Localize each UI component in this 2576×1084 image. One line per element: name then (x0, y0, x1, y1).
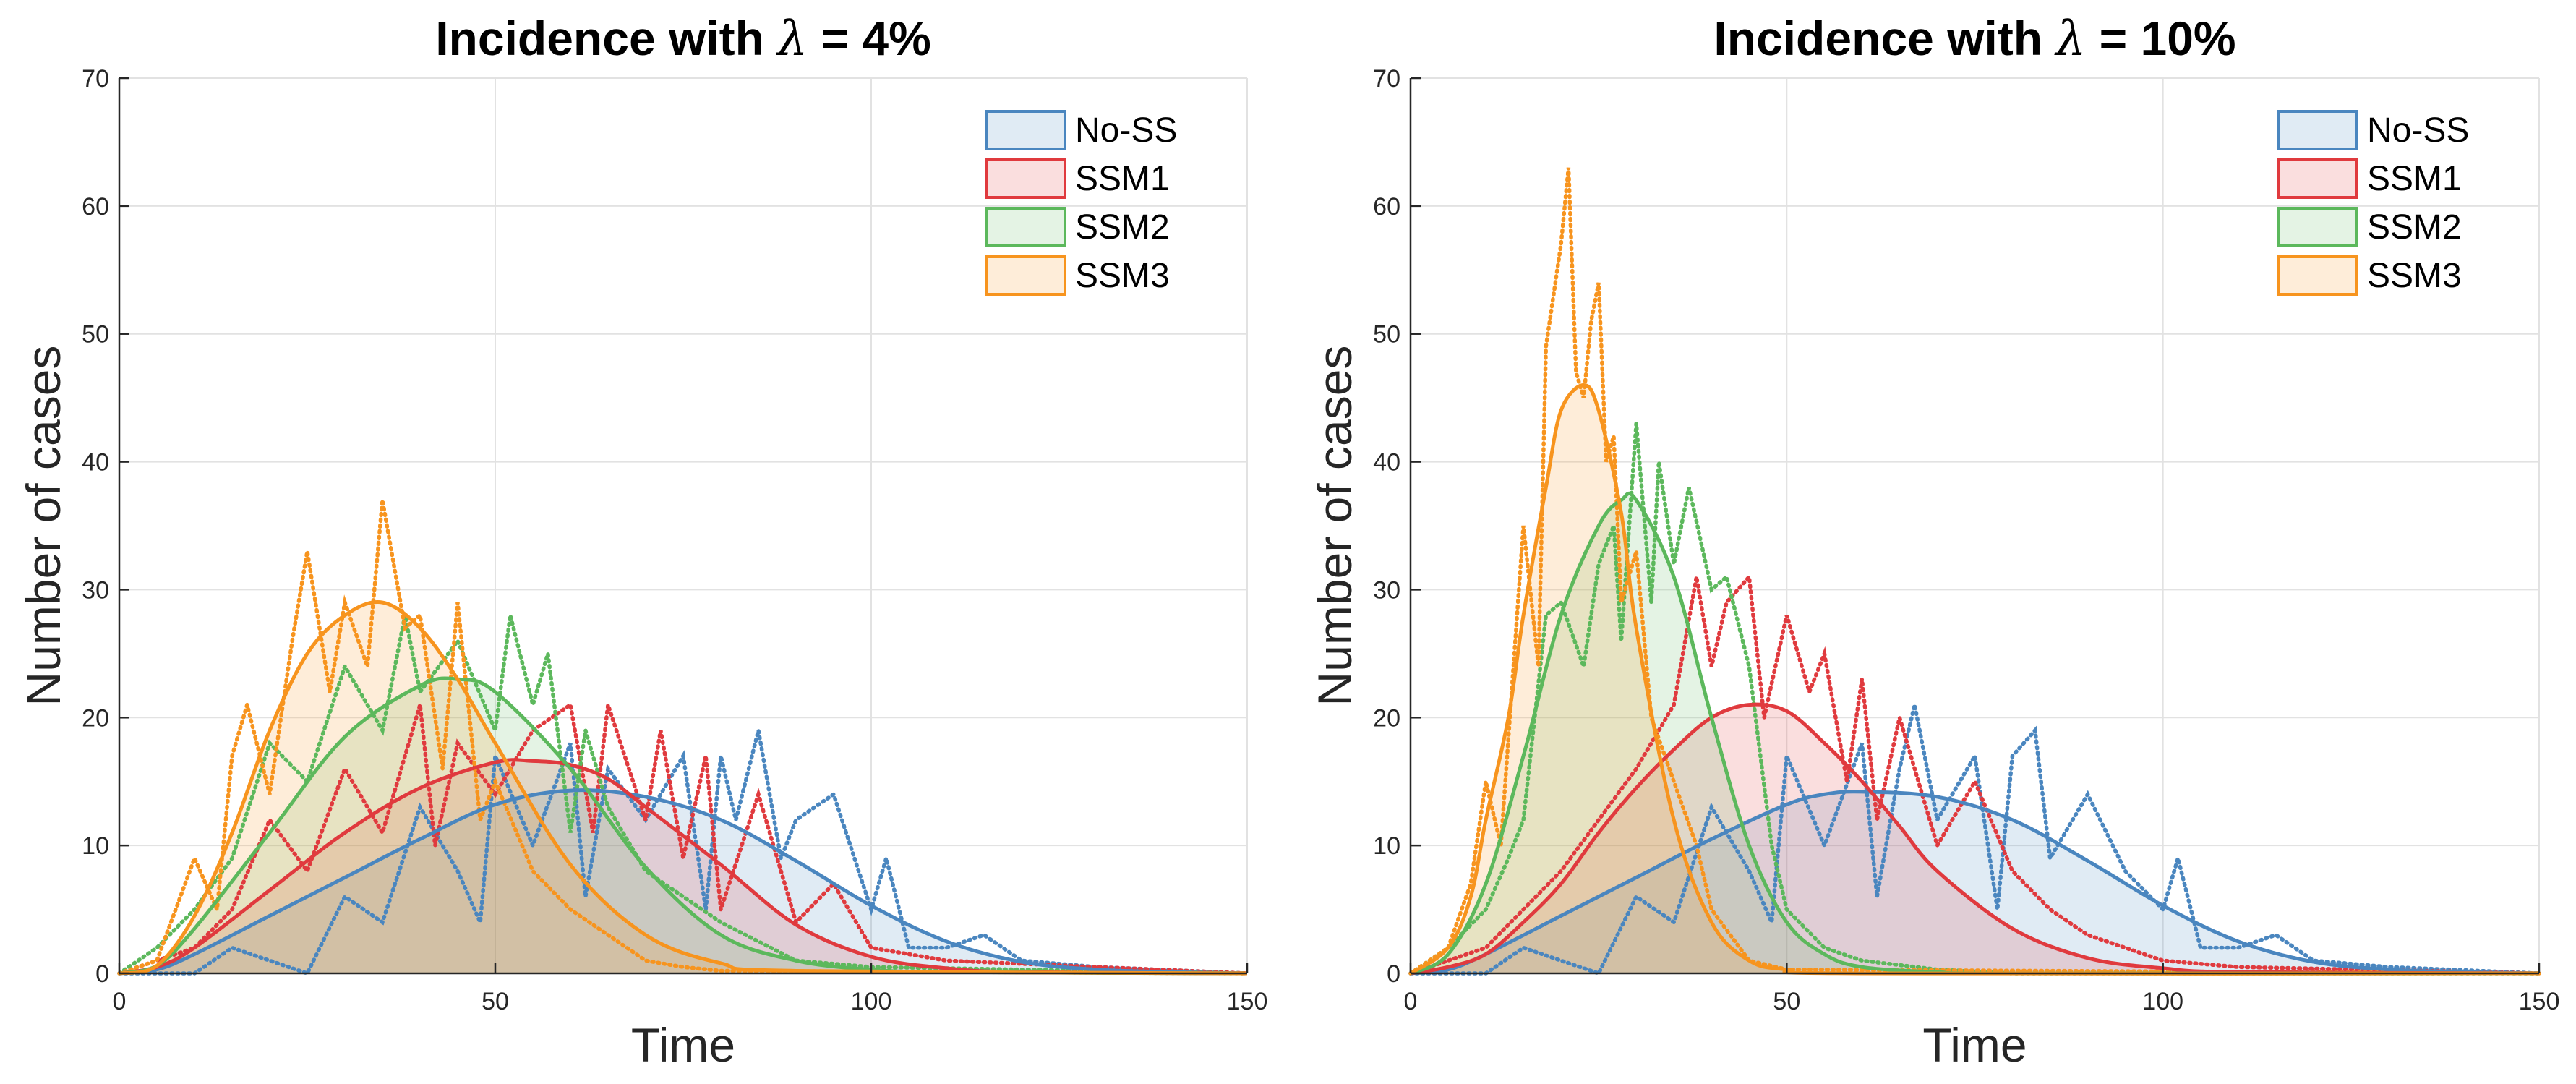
y-tick-label: 0 (95, 960, 109, 988)
x-tick-label: 150 (1227, 988, 1268, 1015)
legend-label-ssm1: SSM1 (2367, 160, 2462, 198)
x-tick-label: 50 (1773, 988, 1800, 1015)
line-no-ss (1410, 790, 2540, 976)
area-ssm1 (119, 759, 1247, 973)
noisy-series-ssm1 (1408, 572, 2541, 976)
y-tick-label: 70 (1373, 65, 1400, 93)
legend-label-ssm3: SSM3 (2367, 257, 2462, 295)
y-tick-label: 10 (1373, 832, 1400, 860)
line-ssm3 (119, 600, 1248, 976)
line-ssm3 (1409, 383, 2540, 976)
noisy-series-no-ss (117, 730, 1249, 976)
lambda-symbol: λ (775, 11, 808, 67)
legend-label-ssm1: SSM1 (1075, 160, 1170, 198)
legend: No-SS SSM1 SSM2 SSM3 (985, 110, 1177, 296)
chart-title-prefix: Incidence with (1713, 12, 2055, 65)
chart-title: Incidence with λ = 4% (435, 11, 931, 67)
legend-swatch-ssm1 (2277, 158, 2358, 199)
y-tick-label: 20 (82, 704, 109, 732)
noisy-series-ssm1 (117, 701, 1249, 976)
chart-panel-left: 0 10 20 30 40 50 60 70 0 50 100 150 Incidence with λ… (17, 11, 1267, 1072)
chart-title-prefix: Incidence with (435, 12, 777, 65)
legend-swatch-ssm2 (985, 207, 1066, 247)
y-tick-label: 0 (1387, 960, 1400, 988)
area-ssm3 (1411, 385, 2539, 974)
x-axis-label: Time (1922, 1018, 2027, 1072)
y-tick-label: 50 (1373, 321, 1400, 349)
legend-swatch-ssm2 (2277, 207, 2358, 247)
noisy-series-ssm3 (117, 500, 1249, 976)
y-tick-label: 40 (82, 449, 109, 477)
x-tick-label: 50 (482, 988, 509, 1015)
chart-panel-right: 0 10 20 30 40 50 60 70 0 50 100 150 Incidence with λ… (1308, 11, 2559, 1072)
noisy-series-ssm2 (117, 615, 1249, 976)
lambda-symbol: λ (2053, 11, 2086, 67)
area-no-ss (119, 790, 1247, 973)
legend-label-ssm2: SSM2 (1075, 208, 1170, 247)
area-no-ss (1411, 791, 2539, 973)
area-ssm1 (1411, 704, 2539, 973)
y-tick-label: 50 (82, 321, 109, 349)
line-no-ss (119, 788, 1248, 976)
y-tick-label: 60 (1373, 193, 1400, 221)
legend-swatch-no-ss (985, 110, 1066, 150)
legend-label-ssm3: SSM3 (1075, 257, 1170, 295)
x-tick-label: 100 (2142, 988, 2183, 1015)
legend-label-no-ss: No-SS (1075, 111, 1177, 150)
x-tick-label: 100 (851, 988, 892, 1015)
x-tick-label: 0 (1404, 988, 1418, 1015)
y-tick-label: 10 (82, 832, 109, 860)
y-tick-label: 40 (1373, 449, 1400, 477)
legend-swatch-no-ss (2277, 110, 2358, 150)
legend-swatch-ssm3 (2277, 255, 2358, 296)
x-axis-label: Time (631, 1018, 735, 1072)
line-ssm1 (119, 758, 1248, 976)
legend-swatch-ssm1 (985, 158, 1066, 199)
area-ssm2 (119, 678, 1247, 973)
y-tick-label: 30 (1373, 576, 1400, 604)
chart-title: Incidence with λ = 10% (1713, 11, 2235, 67)
legend: No-SS SSM1 SSM2 SSM3 (2277, 110, 2469, 296)
chart-title-suffix: = 4% (808, 12, 931, 65)
x-tick-label: 150 (2519, 988, 2560, 1015)
y-tick-label: 30 (82, 576, 109, 604)
plot-area (119, 78, 1247, 973)
area-ssm2 (1411, 493, 2539, 974)
legend-swatch-ssm3 (985, 255, 1066, 296)
y-tick-label: 60 (82, 193, 109, 221)
chart-title-suffix: = 10% (2086, 12, 2235, 65)
legend-label-ssm2: SSM2 (2367, 208, 2462, 247)
y-axis-label: Number of cases (17, 346, 70, 707)
line-ssm1 (1410, 702, 2540, 976)
legend-label-no-ss: No-SS (2367, 111, 2469, 150)
y-tick-label: 20 (1373, 704, 1400, 732)
y-axis-label: Number of cases (1308, 346, 1361, 707)
noisy-series-no-ss (1408, 704, 2541, 976)
y-tick-label: 70 (82, 65, 109, 93)
x-tick-label: 0 (113, 988, 127, 1015)
